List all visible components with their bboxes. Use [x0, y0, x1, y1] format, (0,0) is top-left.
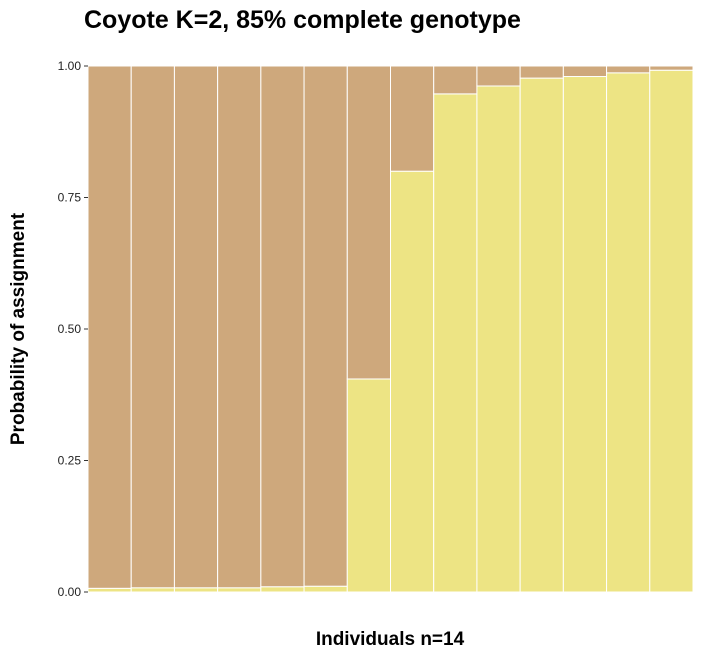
bar-segment-4-cluster-2: [217, 65, 262, 589]
bar-segment-14-cluster-2: [649, 65, 694, 71]
bar-segment-10-cluster-1: [476, 85, 521, 593]
bar-segment-12-cluster-1: [562, 76, 608, 593]
y-tick-label: 0.00: [58, 585, 82, 599]
bar-segment-3-cluster-1: [173, 587, 219, 593]
x-axis-title: Individuals n=14: [316, 629, 465, 650]
bar-segment-14-cluster-1: [649, 69, 694, 593]
bar-segment-6-cluster-2: [303, 65, 348, 587]
y-tick-label: 1.00: [58, 59, 82, 73]
y-tick-label: 0.25: [58, 454, 82, 468]
bar-segment-12-cluster-2: [562, 65, 608, 78]
y-axis-title: Probability of assignment: [8, 212, 29, 445]
bar-segment-7-cluster-2: [346, 65, 391, 380]
bar-segment-5-cluster-1: [260, 586, 305, 593]
y-tick-label: 0.75: [58, 191, 82, 205]
bar-segment-13-cluster-1: [606, 72, 651, 593]
bar-segment-4-cluster-1: [217, 587, 262, 593]
y-tick-label: 0.50: [58, 322, 82, 336]
bar-segment-6-cluster-1: [303, 585, 348, 593]
bar-segment-2-cluster-1: [130, 587, 175, 593]
bar-segment-9-cluster-1: [433, 93, 478, 593]
bar-segment-11-cluster-2: [519, 65, 564, 79]
bar-segment-8-cluster-2: [390, 65, 435, 172]
bar-segment-2-cluster-2: [130, 65, 175, 589]
bars-group: [87, 65, 694, 593]
bar-segment-1-cluster-2: [87, 65, 132, 589]
y-axis: 0.00 0.25 0.50 0.75 1.00: [58, 59, 88, 599]
bar-segment-3-cluster-2: [173, 65, 219, 589]
bar-segment-8-cluster-1: [390, 170, 435, 593]
bar-segment-5-cluster-2: [260, 65, 305, 588]
bar-segment-7-cluster-1: [346, 378, 391, 593]
bar-segment-11-cluster-1: [519, 77, 564, 593]
chart-title: Coyote K=2, 85% complete genotype: [84, 6, 521, 34]
bar-segment-9-cluster-2: [433, 65, 478, 95]
bar-segment-13-cluster-2: [606, 65, 651, 74]
bar-segment-1-cluster-1: [87, 587, 132, 593]
bar-segment-10-cluster-2: [476, 65, 521, 87]
